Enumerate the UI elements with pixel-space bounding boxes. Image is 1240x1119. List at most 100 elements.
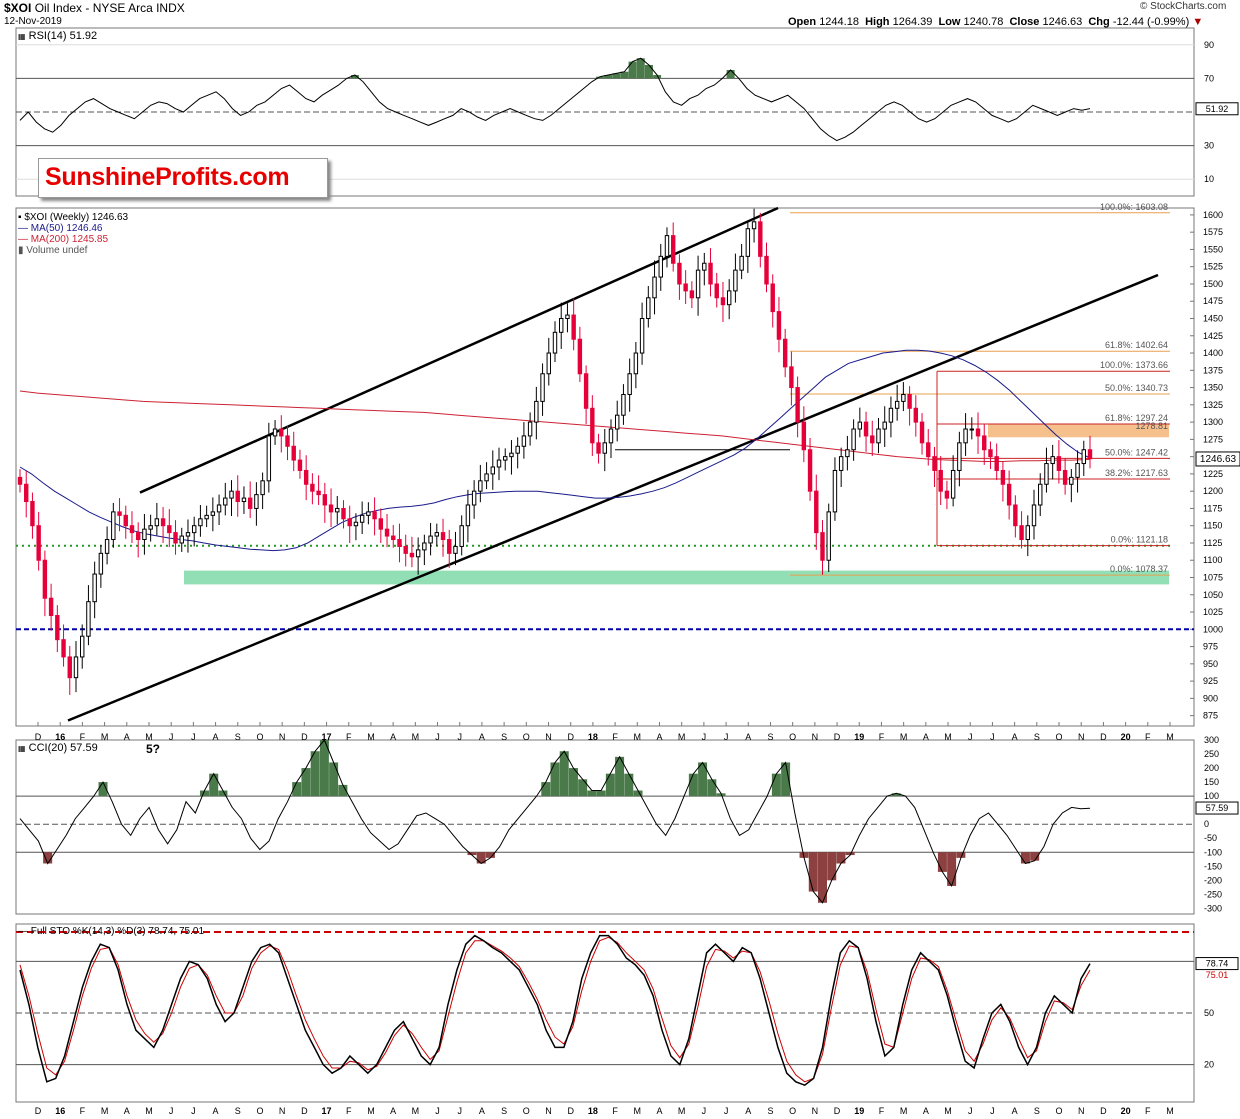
price-x-tick-label: A (656, 732, 662, 742)
price-tick-label: 950 (1203, 659, 1218, 669)
rsi-overbought-fill (604, 75, 613, 79)
price-tick-label: 1600 (1203, 210, 1223, 220)
candle-body (969, 428, 975, 431)
chart-date: 12-Nov-2019 (4, 16, 62, 27)
candle-body (820, 532, 825, 561)
candle-body (1000, 469, 1006, 485)
sto-d-line (19, 936, 1091, 1083)
sto-x-tick-label: M (900, 1106, 908, 1116)
legend-ma50: — MA(50) 1246.46 (18, 223, 103, 234)
candle-body (596, 442, 601, 454)
candle-body (714, 283, 719, 299)
candle-body (378, 518, 384, 530)
sto-x-tick-label: 16 (55, 1106, 65, 1116)
candle-body (527, 421, 533, 437)
price-tick-label: 900 (1203, 693, 1218, 703)
legend-price: ▪ $XOI (Weekly) 1246.63 (18, 212, 129, 223)
price-tick-label: 1350 (1203, 383, 1223, 393)
price-tick-label: 1550 (1203, 244, 1223, 254)
candle-body (708, 262, 713, 285)
cci-oversold-fill (845, 852, 855, 856)
cci-overbought-fill (633, 790, 643, 797)
sto-x-tick-label: D (834, 1106, 841, 1116)
cci-overbought-fill (292, 782, 302, 797)
candle-body (745, 228, 751, 257)
sto-tick-label: 20 (1204, 1060, 1214, 1070)
rsi-overbought-fill (653, 75, 662, 79)
cci-tick-label: 0 (1204, 819, 1209, 829)
sto-x-tick-label: J (968, 1106, 973, 1116)
candle-body (739, 255, 744, 271)
candle-body (1038, 483, 1043, 506)
sto-x-tick-label: S (501, 1106, 507, 1116)
rsi-tick-label: 30 (1204, 141, 1214, 151)
candle-body (17, 476, 23, 485)
price-x-tick-label: A (1012, 732, 1018, 742)
price-x-tick-label: A (923, 732, 929, 742)
candle-body (801, 421, 807, 451)
candle-body (142, 528, 147, 541)
price-x-tick-label: 16 (55, 732, 65, 742)
candle-body (770, 283, 775, 313)
price-x-tick-label: O (523, 732, 530, 742)
price-x-tick-label: A (479, 732, 485, 742)
price-x-tick-label: F (612, 732, 618, 742)
candle-body (888, 407, 894, 423)
candle-body (963, 428, 968, 444)
price-x-tick-label: M (412, 732, 420, 742)
candle-body (135, 532, 141, 541)
candle-body (403, 545, 408, 554)
sto-x-tick-label: O (523, 1106, 530, 1116)
candle-body (882, 421, 887, 430)
cci-overbought-fill (218, 790, 228, 797)
candle-body (901, 393, 906, 402)
candle-body (55, 614, 60, 641)
sto-x-tick-label: N (545, 1106, 552, 1116)
fib-lower-label: 0.0%: 1121.18 (1111, 535, 1168, 545)
price-x-tick-label: M (944, 732, 952, 742)
fib-lower-label: 50.0%: 1247.42 (1105, 447, 1168, 457)
cci-oversold-fill (947, 852, 957, 886)
candle-body (521, 435, 527, 447)
candle-body (1075, 463, 1080, 478)
price-x-tick-label: J (435, 732, 440, 742)
candle-body (86, 601, 91, 637)
candle-body (285, 435, 290, 447)
candle-body (559, 318, 564, 333)
candle-body (689, 290, 695, 299)
candle-body (322, 494, 328, 506)
candle-body (982, 435, 987, 451)
price-x-tick-label: A (390, 732, 396, 742)
sto-x-tick-label: A (1012, 1106, 1018, 1116)
cci-oversold-fill (1020, 852, 1030, 864)
candle-body (48, 597, 54, 616)
candle-body (503, 456, 508, 461)
cci-tick-label: -100 (1204, 847, 1222, 857)
candle-body (1031, 504, 1037, 527)
candle-body (297, 459, 303, 471)
sto-x-tick-label: 18 (588, 1106, 598, 1116)
cci-oversold-fill (836, 852, 846, 864)
sto-x-tick-label: S (235, 1106, 241, 1116)
cci-overbought-fill (319, 740, 329, 797)
sto-x-tick-label: M (1166, 1106, 1174, 1116)
price-x-tick-label: M (900, 732, 908, 742)
candle-body (478, 480, 483, 492)
rsi-line (19, 57, 1091, 142)
candle-body (988, 449, 993, 458)
candle-body (440, 532, 446, 541)
cci-overbought-fill (310, 751, 320, 797)
sto-x-tick-label: J (191, 1106, 196, 1116)
ohlc-readout: Open 1244.18 High 1264.39 Low 1240.78 Cl… (788, 16, 1204, 28)
candle-body (229, 490, 234, 499)
ma200-line (19, 390, 1091, 462)
candle-body (782, 338, 788, 368)
price-x-tick-label: J (191, 732, 196, 742)
candle-body (621, 393, 626, 416)
sunshine-profits-logo: SunshineProfits.com (38, 158, 328, 198)
candle-body (1006, 483, 1012, 506)
candle-body (615, 414, 620, 430)
price-tick-label: 1575 (1203, 227, 1223, 237)
candle-body (733, 269, 738, 292)
candle-body (347, 518, 352, 527)
